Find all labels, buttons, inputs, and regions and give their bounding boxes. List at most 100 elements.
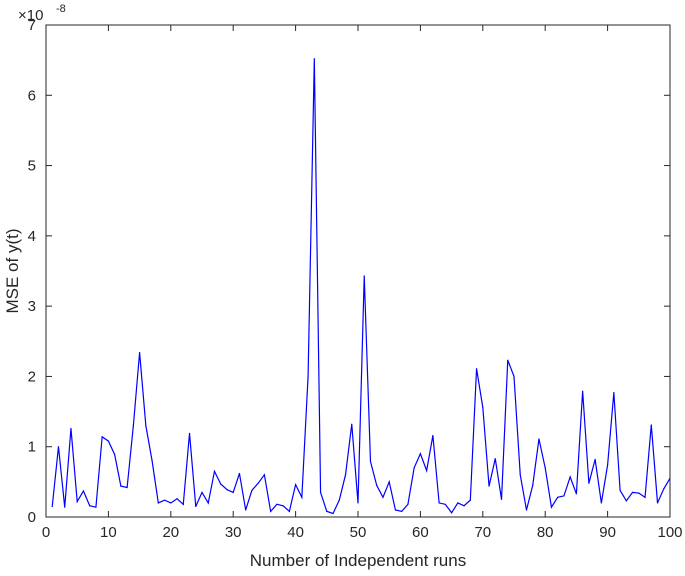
- data-point: [594, 458, 596, 460]
- data-point: [563, 495, 565, 497]
- data-point: [101, 436, 103, 438]
- data-point: [500, 498, 503, 501]
- data-point: [507, 359, 509, 361]
- data-point: [82, 490, 85, 492]
- plot-area-frame: [45, 24, 671, 518]
- data-point: [582, 390, 584, 392]
- data-point: [220, 483, 222, 485]
- data-point: [344, 474, 347, 476]
- data-point: [270, 510, 272, 512]
- data-point: [401, 510, 403, 512]
- y-tick-label: 2: [28, 368, 36, 385]
- data-point: [57, 446, 60, 448]
- ticks-layer: 0 10 20 30 40 50 60 70 80 90 100 0 1 2 3 4 5 6 7: [28, 17, 683, 541]
- data-point: [613, 391, 615, 394]
- data-point: [588, 482, 590, 484]
- data-point: [332, 512, 334, 515]
- data-point: [301, 496, 303, 498]
- data-point: [631, 491, 634, 493]
- data-point: [513, 375, 515, 378]
- data-point: [469, 499, 471, 501]
- data-point: [557, 496, 559, 498]
- data-point: [438, 502, 440, 504]
- x-tick-label: 0: [42, 524, 50, 541]
- data-point: [201, 491, 203, 493]
- data-point: [444, 503, 446, 505]
- x-tick-label: 60: [412, 524, 429, 541]
- data-point: [426, 470, 428, 472]
- data-point: [625, 500, 627, 502]
- data-point: [413, 467, 415, 469]
- x-tick-label: 90: [599, 524, 616, 541]
- data-point: [89, 505, 91, 507]
- x-axis-label: Number of Independent runs: [250, 551, 466, 570]
- data-point: [195, 505, 197, 508]
- data-point: [238, 472, 241, 475]
- data-point: [213, 470, 216, 472]
- data-point: [357, 502, 359, 504]
- x-tick-label: 30: [225, 524, 242, 541]
- data-point: [638, 492, 640, 494]
- data-point: [394, 509, 397, 511]
- x-tick-label: 10: [100, 524, 117, 541]
- data-point: [656, 502, 659, 504]
- x-tick-label: 70: [474, 524, 491, 541]
- data-point: [188, 432, 191, 434]
- data-point: [519, 474, 521, 476]
- data-point: [257, 482, 259, 484]
- data-point: [207, 502, 209, 504]
- data-point: [157, 502, 159, 504]
- data-point: [419, 453, 421, 455]
- data-point: [313, 58, 315, 60]
- data-point: [182, 503, 184, 505]
- y-tick-label: 5: [28, 158, 36, 175]
- y-axis-label: MSE of y(t): [3, 228, 22, 313]
- data-point: [76, 500, 78, 503]
- data-point: [232, 491, 234, 493]
- data-point: [288, 510, 290, 512]
- y-tick-label: 1: [28, 439, 36, 456]
- data-point: [282, 505, 284, 507]
- y-tick-label: 4: [28, 228, 36, 245]
- data-point: [95, 506, 97, 508]
- y-tick-label: 3: [28, 298, 36, 315]
- data-point: [132, 425, 134, 427]
- data-point: [382, 496, 384, 498]
- data-point: [351, 423, 353, 425]
- data-point: [463, 505, 465, 507]
- data-point: [163, 499, 166, 501]
- data-point: [245, 509, 247, 511]
- data-point: [338, 499, 340, 501]
- data-point: [619, 489, 621, 491]
- data-point: [644, 496, 646, 498]
- data-point: [107, 440, 109, 442]
- data-point: [432, 434, 434, 437]
- data-point: [226, 488, 228, 491]
- data-point: [139, 351, 141, 354]
- data-point: [70, 427, 72, 430]
- data-point: [170, 502, 172, 504]
- data-point: [126, 486, 128, 489]
- data-point: [51, 505, 53, 508]
- y-axis-multiplier: ×10: [18, 7, 43, 24]
- data-point: [532, 484, 534, 486]
- y-tick-label: 6: [28, 87, 36, 104]
- data-point: [488, 485, 490, 487]
- data-point: [544, 467, 546, 469]
- y-axis-exponent: -8: [56, 3, 66, 15]
- data-point: [650, 424, 652, 426]
- data-point: [276, 503, 278, 505]
- data-point: [388, 481, 390, 483]
- x-tick-label: 80: [537, 524, 554, 541]
- data-point: [145, 425, 147, 427]
- y-tick-label: 7: [28, 17, 36, 34]
- x-tick-label: 40: [287, 524, 304, 541]
- y-tick-label: 0: [28, 509, 36, 526]
- data-point: [569, 476, 571, 478]
- data-point: [263, 474, 265, 476]
- x-tick-label: 20: [162, 524, 179, 541]
- data-point: [307, 375, 309, 378]
- data-point: [120, 485, 122, 487]
- points-layer: [51, 58, 671, 515]
